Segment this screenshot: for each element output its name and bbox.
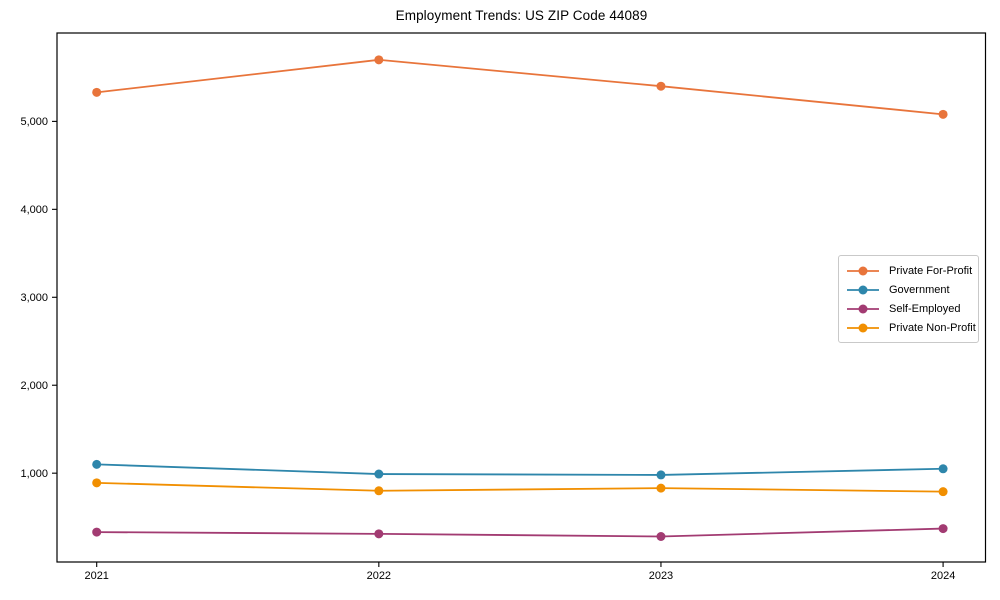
legend-item: Self-Employed bbox=[846, 300, 972, 319]
data-point bbox=[938, 109, 948, 119]
y-tick-label: 2,000 bbox=[20, 380, 48, 392]
data-point bbox=[92, 478, 102, 488]
x-tick-label: 2023 bbox=[649, 570, 673, 582]
data-point bbox=[938, 524, 948, 534]
legend-item: Private Non-Profit bbox=[846, 319, 976, 338]
data-point bbox=[92, 87, 102, 97]
legend-label: Private For-Profit bbox=[889, 264, 973, 277]
x-tick-label: 2022 bbox=[367, 570, 391, 582]
y-tick-label: 1,000 bbox=[20, 468, 48, 480]
series-line-self-employed bbox=[96, 527, 944, 538]
series-line-private-for-profit bbox=[96, 58, 944, 116]
y-tick-label: 4,000 bbox=[20, 204, 48, 216]
data-point bbox=[656, 483, 666, 493]
data-point bbox=[656, 470, 666, 480]
legend: Private For-Profit Government Self-Emplo… bbox=[838, 255, 979, 343]
x-tick-label: 2024 bbox=[931, 570, 955, 582]
legend-label: Self-Employed bbox=[889, 303, 961, 316]
legend-item: Private For-Profit bbox=[846, 261, 972, 280]
data-point bbox=[92, 527, 102, 537]
legend-line-marker-icon bbox=[847, 285, 879, 295]
legend-label: Government bbox=[889, 283, 950, 296]
legend-item: Government bbox=[846, 280, 972, 299]
x-tick-label: 2021 bbox=[84, 570, 108, 582]
data-point bbox=[374, 486, 384, 496]
legend-line-marker-icon bbox=[847, 304, 879, 314]
series-line-private-non-profit bbox=[96, 481, 944, 493]
legend-line-marker-icon bbox=[847, 266, 879, 275]
data-point bbox=[374, 55, 384, 65]
data-point bbox=[656, 81, 666, 91]
chart-title: Employment Trends: US ZIP Code 44089 bbox=[395, 8, 648, 23]
legend-line-marker-icon bbox=[847, 323, 879, 333]
series-line-government bbox=[96, 463, 944, 476]
data-point bbox=[374, 529, 384, 539]
data-point bbox=[374, 469, 384, 479]
y-tick-label: 3,000 bbox=[20, 292, 48, 304]
data-point bbox=[92, 459, 102, 469]
legend-label: Private Non-Profit bbox=[889, 322, 976, 335]
data-point bbox=[938, 464, 948, 474]
data-point bbox=[656, 531, 666, 541]
data-point bbox=[938, 487, 948, 497]
y-tick-label: 5,000 bbox=[20, 116, 48, 128]
